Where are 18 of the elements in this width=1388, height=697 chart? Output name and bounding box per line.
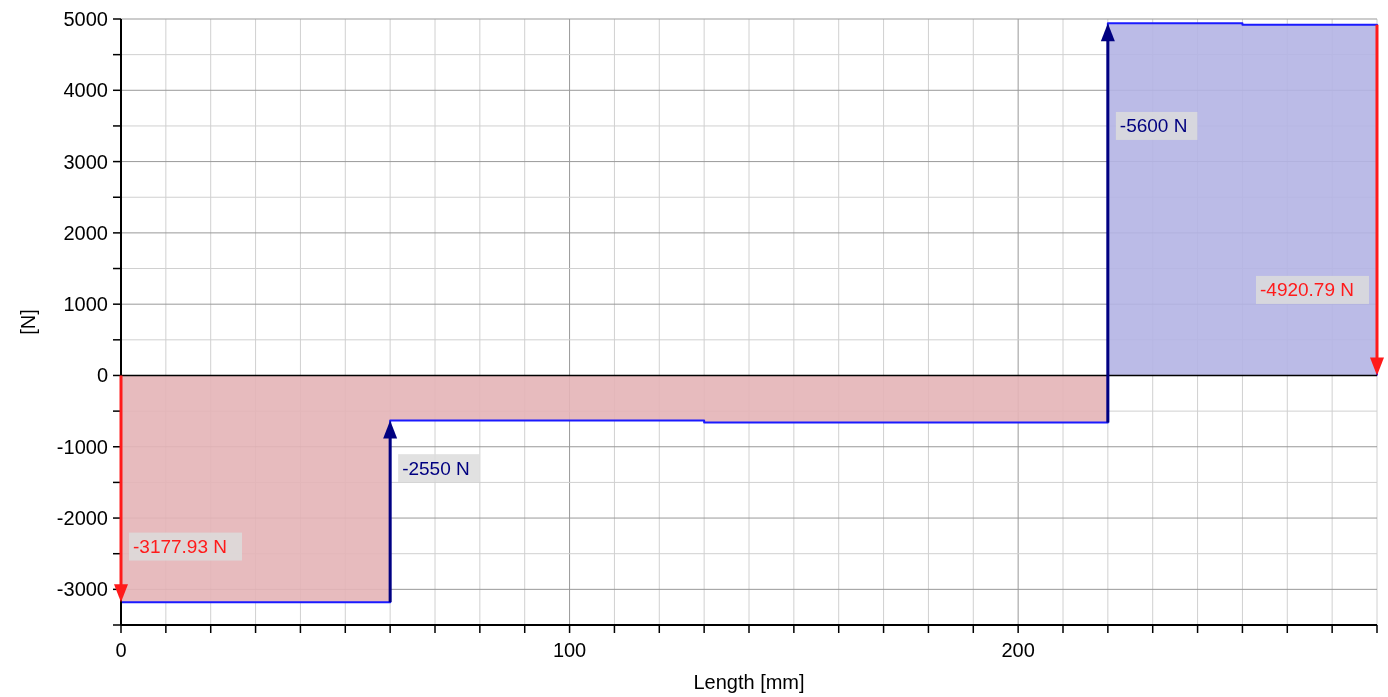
annotation: -2550 N	[402, 457, 470, 479]
y-tick-label: 3000	[63, 150, 108, 173]
x-tick-label: 0	[115, 639, 127, 661]
y-tick-label: -1000	[56, 435, 108, 458]
annotation: -3177.93 N	[133, 536, 228, 558]
y-tick-label: 4000	[63, 79, 108, 102]
x-axis-title: Length [mm]	[693, 671, 805, 693]
y-tick-label: 1000	[63, 293, 108, 316]
annotation: -4920.79 N	[1260, 279, 1355, 301]
y-tick-label: 5000	[63, 8, 108, 30]
x-tick-label: 100	[552, 639, 587, 661]
y-tick-label: -3000	[56, 578, 108, 601]
x-tick-label: 200	[1001, 639, 1035, 661]
annotation: -5600 N	[1119, 115, 1188, 137]
y-tick-label: 2000	[63, 221, 108, 244]
y-tick-label: 0	[96, 364, 108, 387]
y-axis-title: [N]	[17, 309, 39, 335]
y-tick-label: -2000	[56, 507, 108, 530]
